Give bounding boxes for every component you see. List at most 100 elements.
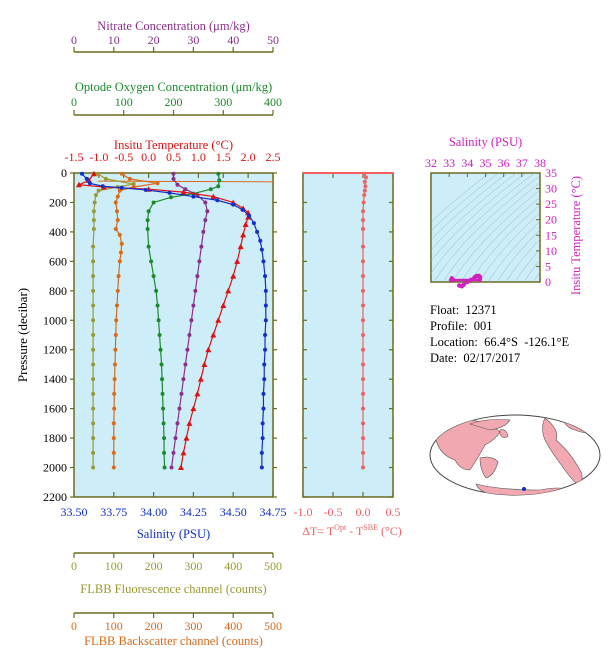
oxygen-point — [160, 377, 165, 382]
salinity-point — [119, 185, 124, 190]
oxygen-point — [161, 406, 166, 411]
delta-t-point — [361, 259, 365, 264]
ts-contour — [532, 271, 540, 282]
ts-contour — [505, 238, 540, 282]
delta-t-panel: -1.0 -0.5 0.0 0.5 ΔT= TOpt - TSBE (°C) — [294, 171, 402, 538]
temperature-point — [210, 193, 217, 200]
map-landmass — [499, 429, 509, 438]
oxygen-tick-label: 300 — [214, 95, 232, 109]
salinity-point — [84, 176, 89, 181]
backscatter-point — [113, 226, 118, 231]
nitrate-point — [199, 244, 204, 249]
nitrate-point — [183, 362, 188, 367]
backscatter-point — [117, 232, 122, 237]
salinity-point — [260, 421, 265, 426]
salinity-axis: 33.50 33.75 34.00 34.25 34.50 34.75 Salinity (… — [61, 492, 287, 541]
nitrate-point — [197, 259, 202, 264]
backscatter-point — [119, 241, 124, 246]
backscatter-surface-spike — [97, 180, 274, 183]
temperature-point — [75, 181, 82, 188]
backscatter-point — [114, 303, 119, 308]
temperature-tick-label: 1.5 — [216, 150, 231, 164]
delta-t-tick-label: -1.0 — [294, 505, 313, 519]
ts-xtick-label: 32 — [425, 156, 437, 170]
delta-t-point — [361, 288, 365, 293]
salinity-point — [260, 436, 265, 441]
ts-plot-area — [430, 172, 541, 283]
delta-t-point — [361, 391, 365, 396]
temperature-tick-label: 2.0 — [241, 150, 256, 164]
delta-t-axis-title: ΔT= TOpt - TSBE (°C) — [302, 523, 402, 538]
backscatter-point — [155, 181, 160, 186]
oxygen-point — [149, 259, 154, 264]
fluorescence-tick-label: 300 — [184, 559, 202, 573]
fluorescence-tick-label: 0 — [71, 559, 77, 573]
backscatter-axis-title: FLBB Backscatter channel (counts) — [84, 634, 263, 648]
nitrate-point — [183, 187, 188, 192]
ts-contour — [460, 196, 540, 282]
temperature-point — [210, 332, 217, 338]
temperature-tick-label: 2.5 — [266, 150, 281, 164]
ts-x-axis-title: Salinity (PSU) — [449, 135, 522, 149]
fluorescence-tick-label: 400 — [224, 559, 242, 573]
float-location: Location: 66.4°S -126.1°E — [430, 335, 570, 349]
fluorescence-point — [91, 259, 96, 264]
nitrate-point — [179, 391, 184, 396]
oxygen-tick-label: 200 — [165, 95, 183, 109]
fluorescence-point — [96, 188, 101, 193]
pressure-tick-label: 800 — [49, 284, 67, 298]
nitrate-tick-label: 10 — [108, 33, 120, 47]
ts-contour — [478, 212, 540, 282]
backscatter-point — [112, 362, 117, 367]
salinity-point — [263, 303, 268, 308]
temperature-point — [180, 189, 187, 195]
delta-t-point — [361, 209, 365, 214]
fluorescence-point — [93, 193, 98, 198]
backscatter-line — [113, 173, 158, 468]
delta-t-point — [361, 303, 365, 308]
nitrate-point — [171, 176, 176, 181]
nitrate-point — [185, 347, 190, 352]
salinity-axis-title: Salinity (PSU) — [137, 527, 210, 541]
oxygen-point — [217, 178, 222, 183]
backscatter-point — [113, 347, 118, 352]
nitrate-point — [201, 229, 206, 234]
pressure-tick-label: 600 — [49, 254, 67, 268]
backscatter-point — [117, 259, 122, 264]
salinity-point — [100, 184, 105, 189]
backscatter-point — [112, 391, 117, 396]
pressure-tick-label: 0 — [61, 166, 67, 180]
temperature-point — [240, 231, 247, 238]
delta-t-point — [361, 218, 365, 223]
fluorescence-point — [131, 182, 136, 187]
backscatter-tick-label: 200 — [145, 619, 163, 633]
temperature-point — [215, 317, 222, 323]
ts-point — [465, 279, 470, 285]
ts-contour — [431, 173, 517, 251]
nitrate-tick-label: 40 — [227, 33, 239, 47]
ts-contour — [431, 173, 508, 241]
backscatter-point — [114, 318, 119, 323]
nitrate-point — [203, 200, 208, 205]
temperature-point — [90, 170, 97, 177]
oxygen-point — [158, 347, 163, 352]
fluorescence-point — [91, 465, 96, 470]
ts-xtick-label: 37 — [516, 156, 528, 170]
delta-t-tick-label: 0.0 — [356, 505, 371, 519]
map-landmass — [479, 456, 499, 479]
oxygen-point — [160, 391, 165, 396]
ts-ytick-label: 10 — [545, 244, 557, 258]
float-position-marker — [522, 487, 526, 491]
ts-ytick-label: 35 — [545, 166, 557, 180]
nitrate-tick-label: 30 — [187, 33, 199, 47]
backscatter-point — [115, 288, 120, 293]
salinity-point — [167, 190, 172, 195]
delta-t-point — [361, 465, 365, 470]
ts-xtick-label: 35 — [480, 156, 492, 170]
nitrate-point — [191, 303, 196, 308]
ts-xtick-label: 34 — [461, 156, 473, 170]
backscatter-tick-label: 0 — [71, 619, 77, 633]
ts-density-contours — [431, 173, 540, 282]
nitrate-point — [187, 333, 192, 337]
oxygen-tick-label: 100 — [115, 95, 133, 109]
